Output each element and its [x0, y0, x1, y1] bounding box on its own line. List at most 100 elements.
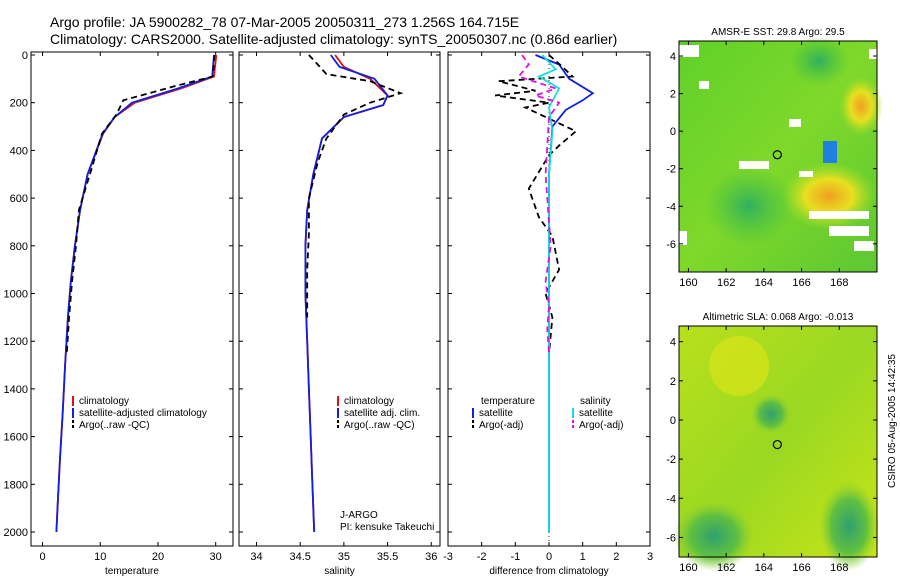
sst-missing-cell — [854, 241, 874, 251]
sst-cold-cell — [823, 141, 837, 163]
legend-salinity-title: salinity — [580, 396, 611, 407]
legend-climatology-label: climatology — [79, 396, 129, 407]
sst-map-field — [679, 36, 883, 272]
temperature-xtick-label: 0 — [39, 551, 45, 563]
sla-map-xtick-label: 160 — [679, 562, 697, 574]
temperature-xlabel: temperature — [105, 566, 159, 577]
temperature-axes-frame — [30, 51, 234, 547]
sst-map-xtick-label: 164 — [755, 277, 773, 289]
sla-low-southeast — [819, 481, 879, 571]
temperature-ytick-label: 200 — [10, 98, 28, 110]
sst-map-xtick-label: 166 — [792, 277, 810, 289]
legend-sal-argo-label: Argo(..raw -QC) — [344, 420, 415, 431]
sst-missing-cell — [679, 45, 699, 57]
difference-temperature-argo-adj--line — [494, 54, 578, 354]
sst-map-argo-location-marker — [772, 150, 782, 160]
temperature-xtick-label: 30 — [210, 551, 222, 563]
difference-xtick-label: 2 — [613, 551, 619, 563]
annotation-j-argo: J-ARGO — [340, 510, 378, 521]
sst-map-ytick-label: -2 — [666, 164, 676, 176]
profile-panels: 0 10 20 30020040060080010001200140016001800… — [4, 50, 654, 577]
salinity-xtick-label: 34.5 — [289, 551, 310, 563]
sla-map-ytick-label: 0 — [670, 415, 676, 427]
difference-xlabel: difference from climatology — [489, 566, 608, 577]
sla-map-xtick-label: 164 — [755, 562, 773, 574]
sst-missing-cell — [829, 226, 869, 236]
sst-map-ytick-label: -4 — [666, 201, 676, 213]
temperature-ytick-label: 0 — [22, 50, 28, 62]
sst-missing-cell — [869, 49, 877, 59]
temperature-ytick-label: 1200 — [4, 336, 28, 348]
temperature-ytick-label: 1800 — [4, 479, 28, 491]
legend-satellite-adjusted-label: satellite-adjusted climatology — [79, 408, 207, 419]
difference-xtick-label: 1 — [580, 551, 586, 563]
legend-diff-sal-argo-label: Argo(-adj) — [579, 420, 623, 431]
difference-panel: -3 -2 -1 0 1 2 3 difference from climatology — [443, 51, 653, 577]
temperature-panel: 0 10 20 30 0 200 400 600 800 1000 1200 1400 1600 1800… — [4, 50, 234, 577]
temperature-ytick-label: 800 — [10, 241, 28, 253]
annotation-pi: PI: kensuke Takeuchi — [340, 522, 434, 533]
sla-map-xtick-label: 166 — [792, 562, 810, 574]
salinity-xtick-label: 34 — [250, 551, 262, 563]
temperature-ytick-label: 400 — [10, 145, 28, 157]
salinity-argo-raw-qc--line — [306, 54, 404, 318]
temperature-argo-raw-qc--line — [65, 54, 216, 354]
legend-diff-temp-argo-label: Argo(-adj) — [479, 420, 523, 431]
sst-map-xtick-label: 168 — [830, 277, 848, 289]
sla-map-panel: Altimetric SLA: 0.068 Argo: -0.013 160 162… — [666, 312, 879, 574]
temperature-ytick-label: 1600 — [4, 432, 28, 444]
sst-missing-cell — [679, 231, 687, 245]
temperature-ytick-label: 2000 — [4, 527, 28, 539]
difference-legend: temperaturesatelliteArgo(-adj)salinitysa… — [472, 396, 623, 431]
sst-cool-patch-north — [789, 36, 849, 86]
sla-map-title: Altimetric SLA: 0.068 Argo: -0.013 — [703, 312, 854, 323]
salinity-axes-frame — [238, 51, 441, 547]
salinity-xlabel: salinity — [324, 566, 355, 577]
sst-map-xtick-label: 162 — [717, 277, 735, 289]
salinity-panel: 34 34.5 35 35.5 36 salinity — [238, 51, 441, 577]
sst-cool-patch — [704, 166, 794, 246]
sst-map-panel: AMSR-E SST: 29.8 Argo: 29.5 160 162 164 166 1… — [666, 27, 883, 289]
temperature-xtick-label: 20 — [152, 551, 164, 563]
sla-map-frame — [678, 325, 878, 558]
sst-warm-patch — [781, 162, 877, 230]
sst-map-ytick-label: 4 — [670, 51, 676, 63]
sla-map-field — [674, 326, 879, 571]
sla-map-ytick-label: -2 — [666, 454, 676, 466]
map-panels: AMSR-E SST: 29.8 Argo: 29.5 160 162 164 166 1… — [666, 27, 883, 574]
difference-xtick-label: -3 — [443, 551, 453, 563]
sla-map-ytick-label: 4 — [670, 337, 676, 349]
difference-xtick-label: -1 — [510, 551, 520, 563]
sla-low-southwest — [674, 501, 754, 571]
temperature-xtick-label: 10 — [94, 551, 106, 563]
difference-xtick-label: 3 — [647, 551, 653, 563]
difference-xtick-label: 0 — [546, 551, 552, 563]
sla-map-ytick-label: 2 — [670, 376, 676, 388]
legend-diff-temp-satellite-label: satellite — [479, 408, 513, 419]
sst-map-ytick-label: 2 — [670, 89, 676, 101]
salinity-xtick-label: 35.5 — [377, 551, 398, 563]
sst-missing-cell — [799, 171, 813, 177]
sla-map-argo-location-marker — [772, 439, 782, 450]
difference-xtick-label: -2 — [477, 551, 487, 563]
legend-sal-satellite-adj-label: satellite adj. clim. — [344, 408, 420, 419]
sst-map-xtick-label: 160 — [679, 277, 697, 289]
sst-missing-cell — [739, 161, 769, 169]
salinity-satellite-adj-clim--line — [304, 54, 389, 533]
sla-high-north — [709, 336, 769, 396]
sst-missing-cell — [809, 211, 869, 219]
sla-map-ytick-label: -4 — [666, 493, 676, 505]
sst-warm-patch-east — [839, 76, 883, 136]
sst-map-ytick-label: 0 — [670, 126, 676, 138]
legend-diff-sal-satellite-label: satellite — [579, 408, 613, 419]
footer-timestamp: CSIRO 05-Aug-2005 14:42:35 — [887, 354, 898, 488]
sst-missing-cell — [789, 119, 801, 127]
sst-missing-cell — [699, 81, 709, 89]
figure-title-line2: Climatology: CARS2000. Satellite-adjuste… — [50, 31, 618, 47]
temperature-ytick-label: 1000 — [4, 289, 28, 301]
sst-map-title: AMSR-E SST: 29.8 Argo: 29.5 — [711, 27, 845, 38]
sla-low-eddy — [751, 394, 791, 434]
